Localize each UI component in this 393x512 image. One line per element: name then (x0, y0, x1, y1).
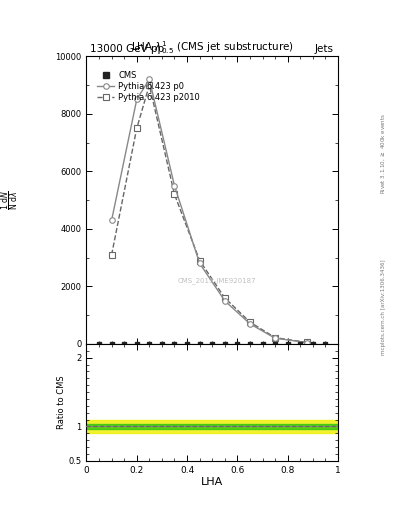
Pythia 6.423 p2010 (248, 319, 252, 325)
Pythia 6.423 p0 (172, 183, 177, 189)
Pythia 6.423 p2010 (304, 339, 309, 346)
Text: Jets: Jets (315, 44, 334, 54)
X-axis label: LHA: LHA (201, 477, 223, 487)
Pythia 6.423 p2010 (134, 125, 139, 131)
Pythia 6.423 p0 (147, 76, 152, 82)
Pythia 6.423 p2010 (172, 191, 177, 198)
Pythia 6.423 p2010 (222, 295, 227, 301)
Pythia 6.423 p0 (197, 260, 202, 266)
Legend: CMS, Pythia 6.423 p0, Pythia 6.423 p2010: CMS, Pythia 6.423 p0, Pythia 6.423 p2010 (95, 69, 202, 103)
Text: 13000 GeV pp: 13000 GeV pp (90, 44, 165, 54)
Text: Rivet 3.1.10, $\geq$ 400k events: Rivet 3.1.10, $\geq$ 400k events (379, 113, 387, 194)
Pythia 6.423 p2010 (109, 252, 114, 258)
Pythia 6.423 p0 (304, 339, 309, 346)
Pythia 6.423 p0 (109, 217, 114, 223)
Y-axis label: Ratio to CMS: Ratio to CMS (57, 376, 66, 429)
Text: CMS_2019-JME920187: CMS_2019-JME920187 (178, 278, 257, 284)
Pythia 6.423 p0 (134, 96, 139, 102)
Text: mcplots.cern.ch [arXiv:1306.3436]: mcplots.cern.ch [arXiv:1306.3436] (381, 260, 386, 355)
Title: LHA $\lambda^{1}_{0.5}$ (CMS jet substructure): LHA $\lambda^{1}_{0.5}$ (CMS jet substru… (131, 39, 294, 56)
Pythia 6.423 p2010 (273, 334, 277, 340)
Line: Pythia 6.423 p2010: Pythia 6.423 p2010 (109, 82, 309, 345)
Pythia 6.423 p2010 (197, 258, 202, 264)
Line: Pythia 6.423 p0: Pythia 6.423 p0 (109, 77, 309, 345)
Pythia 6.423 p2010 (147, 82, 152, 88)
Pythia 6.423 p0 (248, 321, 252, 327)
Pythia 6.423 p0 (222, 298, 227, 304)
Y-axis label: $\frac{1}{\mathrm{N}}\frac{\mathrm{d}N}{\mathrm{d}\lambda}$: $\frac{1}{\mathrm{N}}\frac{\mathrm{d}N}{… (0, 190, 20, 210)
Pythia 6.423 p0 (273, 335, 277, 342)
